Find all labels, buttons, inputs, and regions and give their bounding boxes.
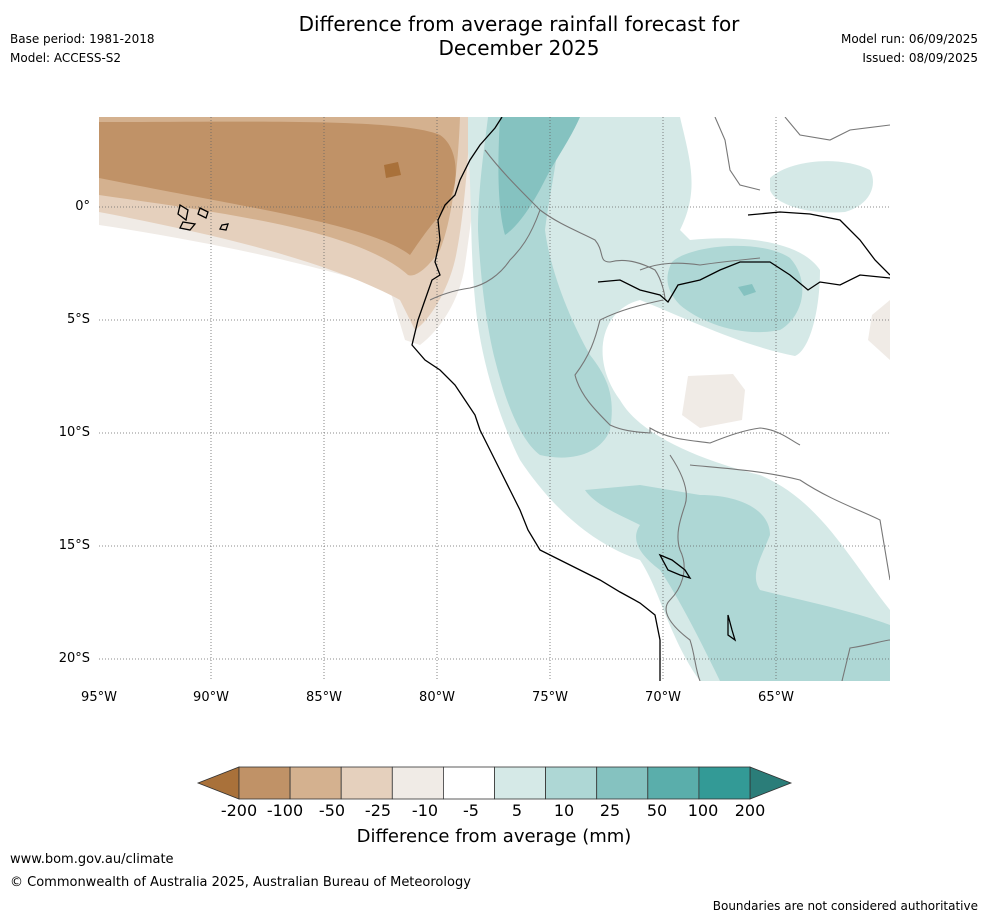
- title-line-2: December 2025: [438, 36, 600, 60]
- lon-label-90w: 90°W: [193, 690, 229, 705]
- dry-region-east: [868, 300, 890, 360]
- colorbar-tick: -100: [266, 801, 304, 820]
- colorbar-cell: [596, 766, 649, 800]
- graticule: [99, 117, 890, 681]
- wet-region-moderate-east: [667, 245, 803, 333]
- lat-label-15s: 15°S: [58, 538, 90, 553]
- colorbar-tick: 10: [553, 801, 575, 820]
- model-run: Model run: 06/09/2025: [840, 32, 978, 46]
- lon-label-70w: 70°W: [645, 690, 681, 705]
- colorbar-cell: [391, 766, 444, 800]
- colorbar-tick: -5: [463, 801, 479, 820]
- wet-region-north-east: [770, 161, 873, 213]
- dry-region-core: [384, 162, 401, 178]
- colorbar-tick: -200: [220, 801, 258, 820]
- colorbar-title: Difference from average (mm): [356, 826, 632, 847]
- lon-label-85w: 85°W: [306, 690, 342, 705]
- lon-label-80w: 80°W: [419, 690, 455, 705]
- coastlines: [177, 117, 890, 681]
- title-line-1: Difference from average rainfall forecas…: [298, 12, 740, 36]
- colorbar-cell: [698, 766, 751, 800]
- lon-label-95w: 95°W: [81, 690, 117, 705]
- boundaries-note: Boundaries are not considered authoritat…: [712, 899, 978, 913]
- wet-region-strong-east: [738, 284, 756, 296]
- issued-date: Issued: 08/09/2025: [862, 51, 978, 65]
- wet-region-moderate-south: [585, 485, 890, 681]
- wet-region-strong: [498, 117, 580, 235]
- colorbar-tick: 5: [511, 801, 523, 820]
- dry-region-strong: [99, 121, 456, 256]
- dry-region-interior: [682, 374, 745, 428]
- colorbar-tick: 200: [734, 801, 766, 820]
- colorbar-cell: [289, 766, 342, 800]
- lat-label-10s: 10°S: [58, 425, 90, 440]
- lat-label-20s: 20°S: [58, 651, 90, 666]
- base-period: Base period: 1981-2018: [10, 32, 155, 46]
- colorbar-tick: 50: [646, 801, 668, 820]
- lat-label-5s: 5°S: [66, 312, 90, 327]
- colorbar-cell: [238, 766, 291, 800]
- rainfall-anomaly-fields: [99, 117, 890, 681]
- colorbar-cell: [494, 766, 546, 800]
- website-link[interactable]: www.bom.gov.au/climate: [10, 852, 174, 867]
- lon-label-75w: 75°W: [532, 690, 568, 705]
- lon-label-65w: 65°W: [758, 690, 794, 705]
- colorbar-tick: 25: [599, 801, 621, 820]
- colorbar-cell: [340, 766, 393, 800]
- colorbar: [196, 766, 793, 800]
- colorbar-tick: -10: [411, 801, 439, 820]
- map-title: Difference from average rainfall forecas…: [0, 12, 988, 60]
- country-borders: [429, 117, 890, 681]
- colorbar-cell: [647, 766, 700, 800]
- colorbar-cell: [442, 766, 495, 800]
- model-name: Model: ACCESS-S2: [10, 51, 122, 65]
- copyright-notice: © Commonwealth of Australia 2025, Austra…: [10, 875, 471, 890]
- colorbar-tick: 100: [687, 801, 719, 820]
- colorbar-extend-high: [749, 766, 793, 800]
- lat-label-0: 0°: [75, 199, 90, 214]
- colorbar-cell: [545, 766, 598, 800]
- colorbar-extend-low: [196, 766, 240, 800]
- colorbar-tick: -25: [364, 801, 392, 820]
- colorbar-tick: -50: [318, 801, 346, 820]
